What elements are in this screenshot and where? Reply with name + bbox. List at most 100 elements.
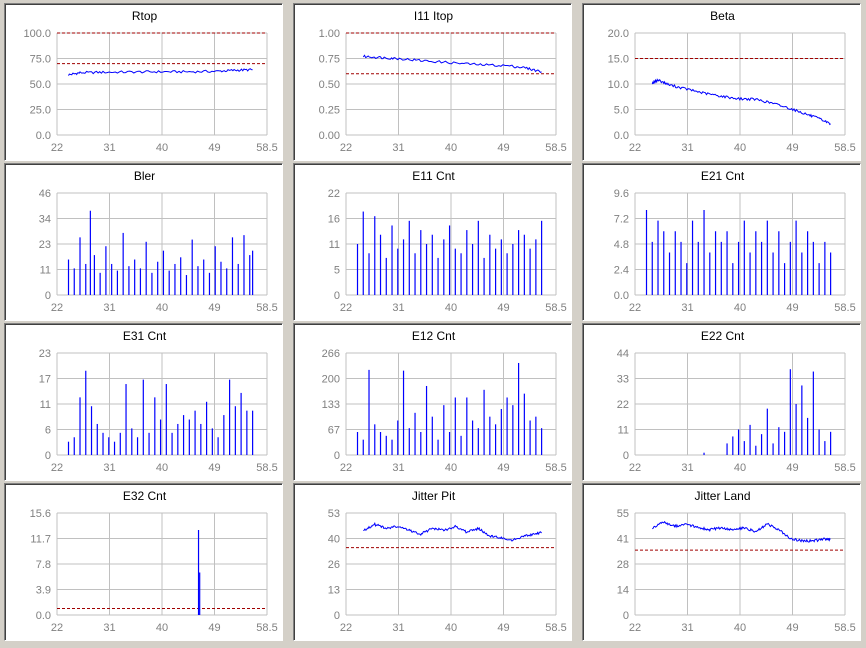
- y-tick-label: 0.0: [614, 130, 629, 142]
- chart-svg: Beta 0.0 5.0 10.0 15.0 20.0 22 31 40 49 58.5: [608, 9, 856, 154]
- y-tick-label: 13: [328, 585, 340, 597]
- chart-panel-rtop: Rtop 0.0 25.0 50.0 75.0 100.0 22 31 40 49 58.5: [4, 3, 283, 161]
- x-tick-label: 22: [51, 462, 63, 474]
- y-tick-label: 23: [39, 348, 51, 360]
- y-tick-label: 23: [39, 239, 51, 251]
- x-tick-label: 40: [445, 142, 457, 154]
- x-tick-label: 31: [681, 622, 693, 634]
- x-tick-label: 40: [734, 622, 746, 634]
- x-tick-label: 58.5: [256, 142, 277, 154]
- chart-panel-e32-cnt: E32 Cnt 0.0 3.9 7.8 11.7 15.6 22 31 40 49 58.5: [4, 483, 283, 641]
- x-tick-label: 58.5: [256, 622, 277, 634]
- y-tick-label: 0: [334, 610, 340, 622]
- chart-panel-jitter-land: Jitter Land 0 14 28 41 55 22 31 40 49 58.5: [582, 483, 861, 641]
- chart-svg: E22 Cnt 0 11 22 33 44 22 31 40 49 58.5: [617, 329, 856, 474]
- x-tick-label: 22: [51, 622, 63, 634]
- y-tick-label: 15.6: [30, 508, 51, 520]
- chart-title: E31 Cnt: [123, 329, 167, 343]
- y-tick-label: 0: [45, 450, 51, 462]
- x-tick-label: 58.5: [545, 622, 566, 634]
- chart-title: E11 Cnt: [412, 169, 455, 183]
- chart-title: Jitter Pit: [412, 489, 456, 503]
- y-tick-label: 0.50: [319, 79, 340, 91]
- chart-panel-bler: Bler 0 11 23 34 46 22 31 40 49 58.5: [4, 163, 283, 321]
- x-tick-label: 31: [103, 142, 115, 154]
- chart-title: Bler: [134, 169, 155, 183]
- x-tick-label: 22: [340, 302, 352, 314]
- y-tick-label: 0: [334, 450, 340, 462]
- chart-title: Rtop: [132, 9, 158, 23]
- chart-panel-i11-itop: I11 Itop 0.00 0.25 0.50 0.75 1.00 22 31 40 49 58.5: [293, 3, 572, 161]
- chart-title: I11 Itop: [414, 9, 453, 23]
- chart-svg: Bler 0 11 23 34 46 22 31 40 49 58.5: [39, 169, 278, 314]
- y-tick-label: 15.0: [608, 54, 629, 66]
- y-tick-label: 0.0: [36, 610, 51, 622]
- chart-title: Beta: [710, 9, 735, 23]
- chart-panel-e12-cnt: E12 Cnt 0 67 133 200 266 22 31 40 49 58.5: [293, 323, 572, 481]
- y-tick-label: 3.9: [36, 585, 51, 597]
- x-tick-label: 49: [208, 462, 220, 474]
- x-tick-label: 22: [340, 142, 352, 154]
- x-tick-label: 40: [445, 302, 457, 314]
- x-tick-label: 58.5: [834, 462, 855, 474]
- x-tick-label: 40: [445, 622, 457, 634]
- y-tick-label: 40: [328, 534, 340, 546]
- y-tick-label: 67: [328, 425, 340, 437]
- y-tick-label: 2.4: [614, 265, 629, 277]
- chart-svg: E32 Cnt 0.0 3.9 7.8 11.7 15.6 22 31 40 49 58.5: [30, 489, 278, 634]
- x-tick-label: 31: [681, 302, 693, 314]
- y-tick-label: 20.0: [608, 28, 629, 40]
- chart-panel-beta: Beta 0.0 5.0 10.0 15.0 20.0 22 31 40 49 58.5: [582, 3, 861, 161]
- x-tick-label: 49: [208, 302, 220, 314]
- x-tick-label: 31: [392, 622, 404, 634]
- y-tick-label: 22: [617, 399, 629, 411]
- x-tick-label: 40: [734, 462, 746, 474]
- y-tick-label: 11: [40, 265, 51, 277]
- y-tick-label: 1.00: [319, 28, 340, 40]
- x-tick-label: 58.5: [834, 622, 855, 634]
- x-tick-label: 49: [786, 462, 798, 474]
- y-tick-label: 4.8: [614, 239, 629, 251]
- y-tick-label: 17: [39, 374, 51, 386]
- chart-svg: E21 Cnt 0.0 2.4 4.8 7.2 9.6 22 31 40 49 58.5: [614, 169, 856, 314]
- y-tick-label: 5.0: [614, 105, 629, 117]
- y-tick-label: 266: [322, 348, 340, 360]
- x-tick-label: 40: [156, 622, 168, 634]
- x-tick-label: 31: [103, 622, 115, 634]
- y-tick-label: 53: [328, 508, 340, 520]
- x-tick-label: 31: [103, 462, 115, 474]
- y-tick-label: 26: [328, 559, 340, 571]
- y-tick-label: 0: [623, 450, 629, 462]
- y-tick-label: 100.0: [23, 28, 51, 40]
- series-line: [652, 520, 831, 543]
- chart-title: E22 Cnt: [701, 329, 745, 343]
- x-tick-label: 22: [340, 462, 352, 474]
- x-tick-label: 31: [103, 302, 115, 314]
- chart-svg: I11 Itop 0.00 0.25 0.50 0.75 1.00 22 31 40 49 58.5: [319, 9, 567, 154]
- chart-svg: E31 Cnt 0 6 11 17 23 22 31 40 49 58.5: [39, 329, 278, 474]
- chart-svg: E12 Cnt 0 67 133 200 266 22 31 40 49 58.5: [322, 329, 567, 474]
- chart-panel-jitter-pit: Jitter Pit 0 13 26 40 53 22 31 40 49 58.5: [293, 483, 572, 641]
- x-tick-label: 58.5: [545, 302, 566, 314]
- series-line: [363, 522, 542, 542]
- x-tick-label: 40: [156, 142, 168, 154]
- chart-svg: E11 Cnt 0 5 11 16 22 22 31 40 49 58.5: [328, 169, 567, 314]
- x-tick-label: 22: [629, 142, 641, 154]
- chart-panel-e22-cnt: E22 Cnt 0 11 22 33 44 22 31 40 49 58.5: [582, 323, 861, 481]
- y-tick-label: 0.25: [319, 105, 340, 117]
- y-tick-label: 9.6: [614, 188, 629, 200]
- x-tick-label: 31: [392, 462, 404, 474]
- chart-panel-e21-cnt: E21 Cnt 0.0 2.4 4.8 7.2 9.6 22 31 40 49 58.5: [582, 163, 861, 321]
- x-tick-label: 58.5: [256, 302, 277, 314]
- y-tick-label: 5: [334, 265, 340, 277]
- y-tick-label: 41: [617, 534, 629, 546]
- y-tick-label: 0: [334, 290, 340, 302]
- x-tick-label: 40: [156, 462, 168, 474]
- y-tick-label: 50.0: [30, 79, 51, 91]
- x-tick-label: 40: [734, 302, 746, 314]
- chart-title: E32 Cnt: [123, 489, 167, 503]
- y-tick-label: 22: [328, 188, 340, 200]
- series-line: [68, 68, 253, 76]
- y-tick-label: 7.8: [36, 559, 51, 571]
- x-tick-label: 31: [681, 462, 693, 474]
